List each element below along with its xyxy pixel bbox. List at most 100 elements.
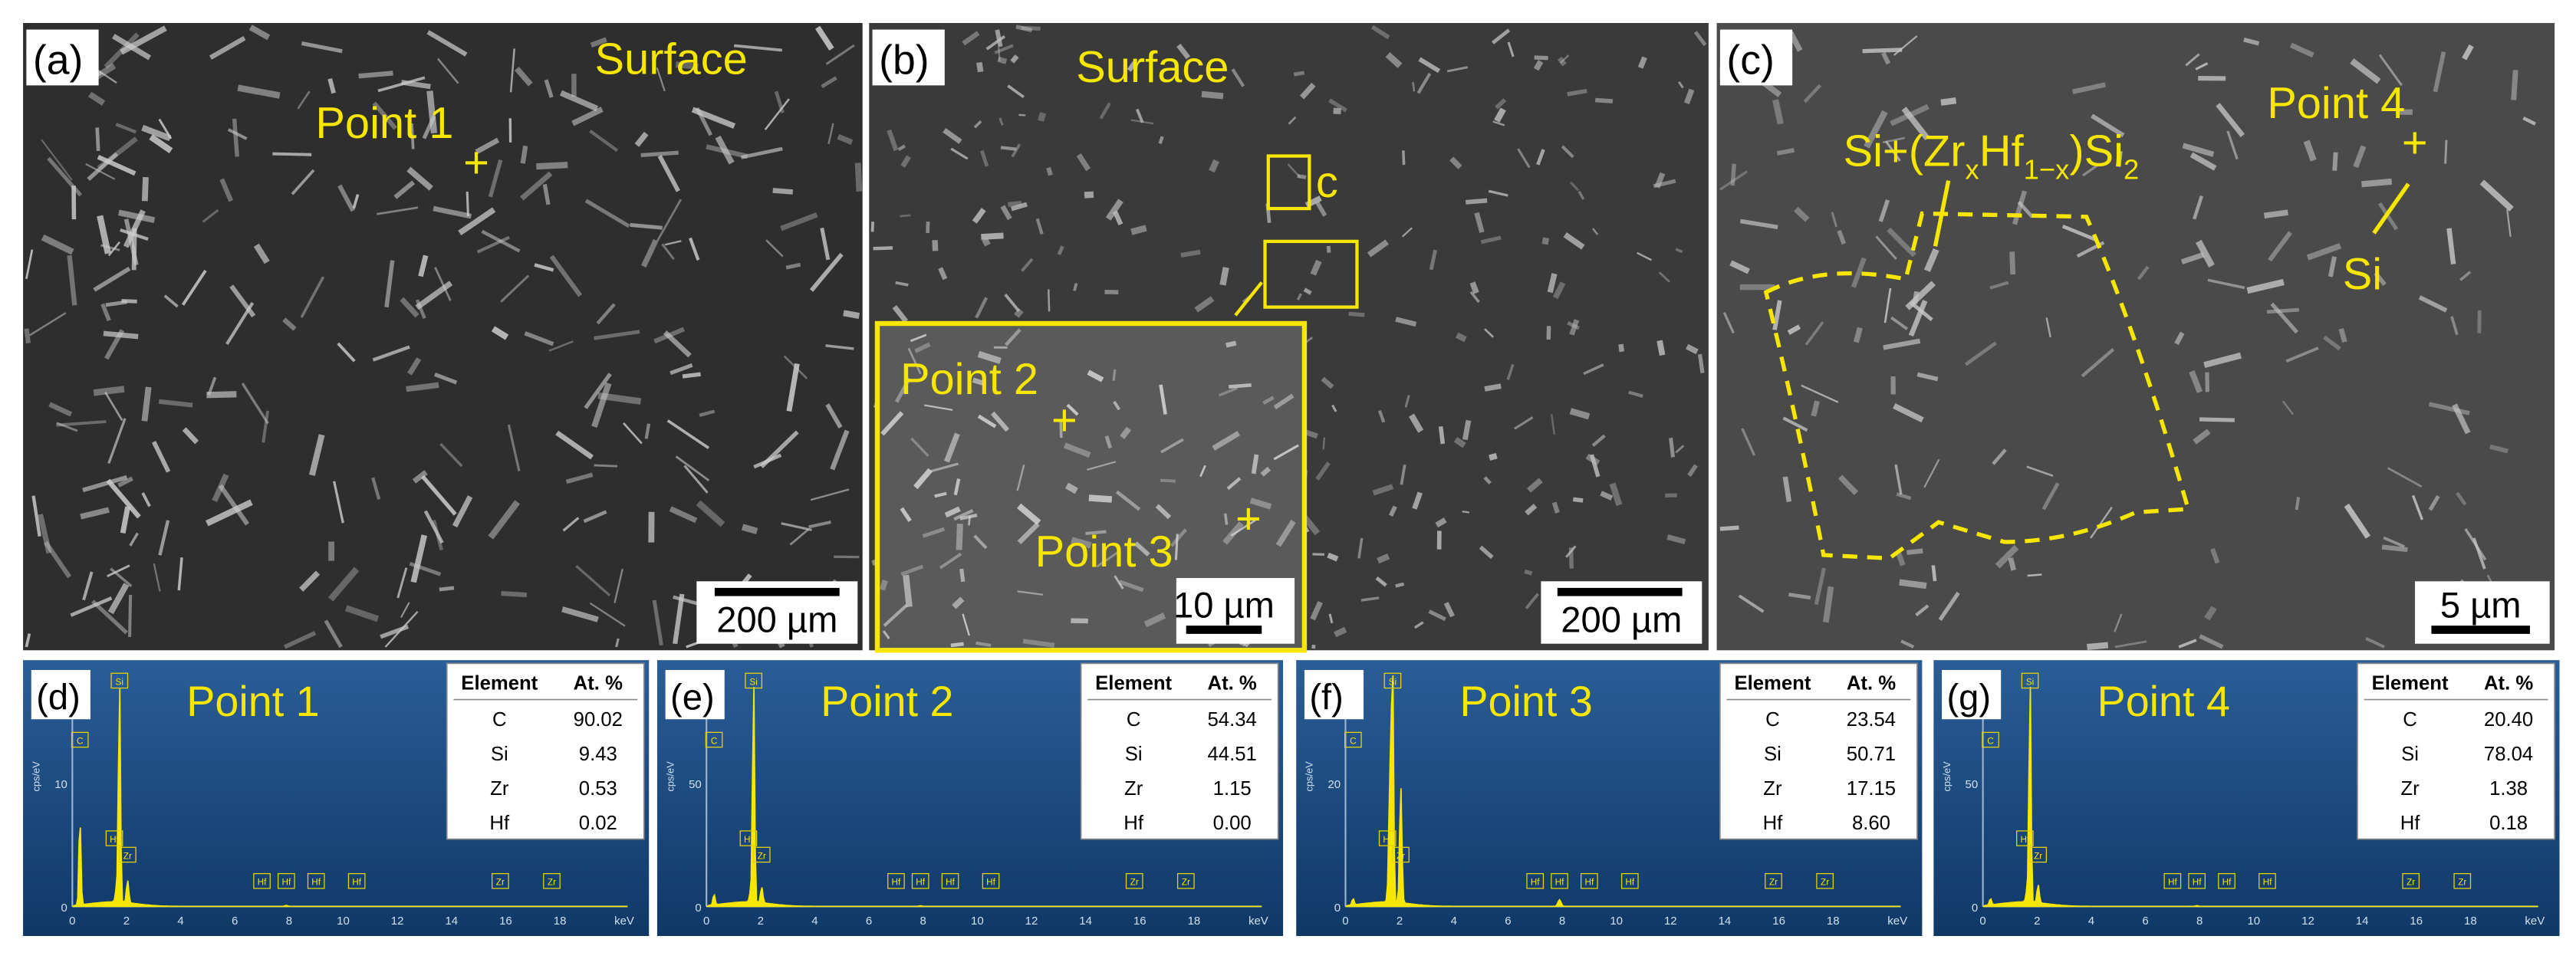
texture xyxy=(2009,251,2016,275)
texture xyxy=(1484,328,1494,338)
texture xyxy=(2365,637,2385,649)
texture xyxy=(1395,317,1417,327)
table-cell: 0.53 xyxy=(579,778,617,800)
texture xyxy=(48,402,73,417)
x-axis-label: keV xyxy=(2525,915,2545,928)
x-tick-label: 14 xyxy=(2356,915,2369,928)
texture xyxy=(283,631,317,649)
texture xyxy=(1801,384,1839,403)
texture xyxy=(1893,35,1918,56)
texture xyxy=(1719,525,1739,531)
texture xyxy=(1018,113,1026,117)
texture xyxy=(158,520,170,556)
texture xyxy=(1896,552,1906,567)
subscript: 2 xyxy=(2124,153,2139,185)
texture xyxy=(1794,206,1810,222)
peak-label: Zr xyxy=(1182,878,1190,888)
texture xyxy=(1677,80,1684,89)
peak-label: Hf xyxy=(110,835,119,845)
table-cell: 54.34 xyxy=(1208,709,1257,731)
texture xyxy=(696,500,725,527)
texture xyxy=(810,488,850,501)
texture xyxy=(1296,293,1302,301)
texture xyxy=(1637,251,1652,261)
texture xyxy=(559,90,599,112)
texture xyxy=(1524,569,1533,576)
table-cell: 0.02 xyxy=(579,813,617,834)
texture xyxy=(297,90,311,110)
peak-label: Hf xyxy=(986,878,995,888)
x-tick-label: 12 xyxy=(1025,915,1038,928)
table-cell: Zr xyxy=(1124,778,1143,800)
texture xyxy=(1567,88,1587,97)
scale-bar-label: 10 µm xyxy=(1173,584,1275,625)
spectrum-title: Point 1 xyxy=(186,678,319,725)
texture xyxy=(1297,174,1307,179)
texture xyxy=(2008,557,2016,571)
texture xyxy=(1686,343,1699,355)
peak-label: Hf xyxy=(2193,878,2202,888)
texture xyxy=(520,171,553,201)
texture xyxy=(1017,590,1043,596)
table-cell: 17.15 xyxy=(1847,778,1896,800)
annotation: Point 4 xyxy=(2267,79,2405,128)
texture xyxy=(1907,548,1923,555)
panel-label: (b) xyxy=(879,38,929,83)
peak-label: Zr xyxy=(496,878,505,888)
texture xyxy=(652,599,663,646)
texture xyxy=(2246,278,2285,294)
peak-label-box xyxy=(543,872,561,889)
texture xyxy=(1488,189,1508,197)
texture xyxy=(141,492,151,507)
texture xyxy=(1923,248,1939,272)
texture xyxy=(982,237,991,247)
texture xyxy=(1096,550,1120,568)
texture xyxy=(1231,68,1245,87)
texture xyxy=(1438,425,1446,445)
table-cell: 90.02 xyxy=(574,709,623,731)
texture xyxy=(1474,212,1485,233)
texture xyxy=(206,391,237,399)
texture xyxy=(1377,409,1386,423)
texture xyxy=(1938,591,1960,622)
texture xyxy=(934,491,947,498)
label-box xyxy=(31,669,90,720)
texture xyxy=(895,281,909,287)
texture xyxy=(1940,97,1957,106)
x-tick-label: 12 xyxy=(391,915,404,928)
texture xyxy=(2462,44,2474,61)
annotation: Point 2 xyxy=(900,355,1038,404)
texture xyxy=(534,263,554,272)
x-tick-label: 4 xyxy=(811,915,818,928)
marker: + xyxy=(1235,494,1262,544)
peak-label-box xyxy=(705,731,723,748)
texture xyxy=(1219,267,1229,286)
texture xyxy=(1066,403,1079,416)
texture xyxy=(300,276,325,318)
texture xyxy=(1418,57,1441,74)
peak-label: Hf xyxy=(892,878,901,888)
peak-label-box xyxy=(492,872,509,889)
texture xyxy=(153,563,161,592)
x-tick-label: 16 xyxy=(1133,915,1147,928)
texture xyxy=(1675,445,1685,454)
texture xyxy=(400,602,410,619)
peak-label-box xyxy=(119,846,137,863)
texture xyxy=(1118,580,1144,593)
texture xyxy=(808,521,831,529)
texture xyxy=(1174,534,1179,560)
texture xyxy=(623,422,643,445)
peak-label: Hf xyxy=(1531,878,1540,888)
texture xyxy=(418,255,429,278)
texture xyxy=(2464,527,2487,561)
texture xyxy=(1772,300,1782,330)
peak-label-box xyxy=(2021,672,2039,689)
peak-label: Zr xyxy=(1821,878,1829,888)
texture xyxy=(1894,464,1903,495)
peak-label-box xyxy=(1765,872,1782,889)
texture xyxy=(785,262,801,270)
arrow xyxy=(2372,182,2410,235)
texture xyxy=(953,509,974,521)
x-tick-label: 4 xyxy=(177,915,183,928)
texture xyxy=(830,429,850,471)
